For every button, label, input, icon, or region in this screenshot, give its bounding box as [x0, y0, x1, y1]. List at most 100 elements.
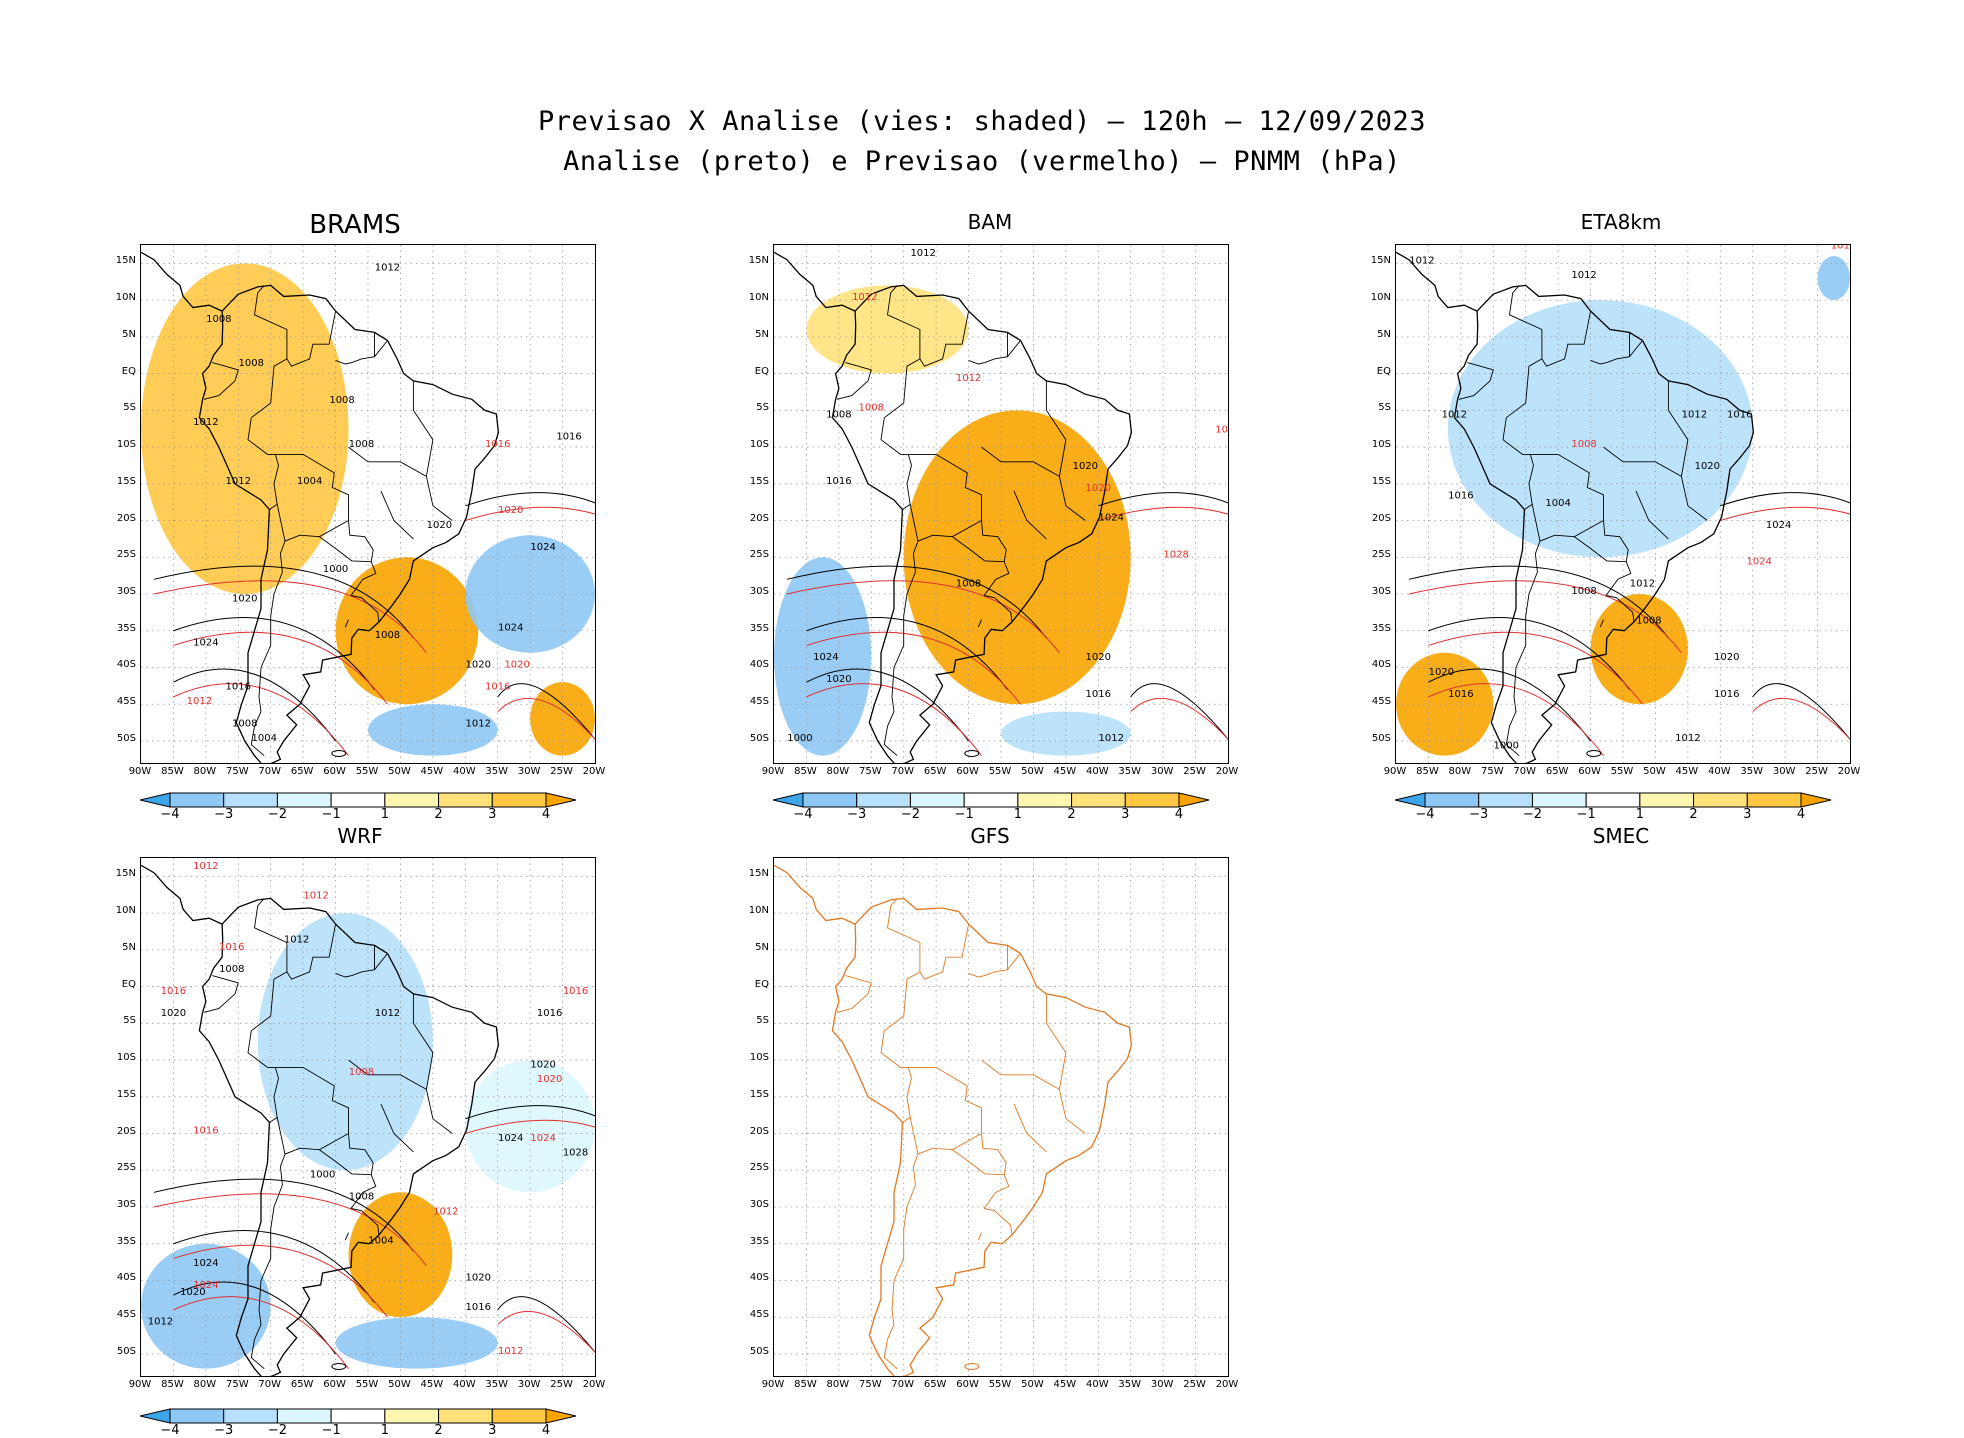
contour-label: 1016	[1448, 490, 1473, 501]
colorbar-segment	[491, 792, 547, 808]
colorbar-tick-label: 3	[1743, 807, 1752, 822]
y-tick-label: 50S	[749, 1345, 769, 1357]
x-tick-label: 85W	[794, 1379, 817, 1390]
contour-label: 1012	[375, 263, 400, 274]
x-tick-label: 45W	[420, 1379, 444, 1390]
contour-label: 1016	[1448, 689, 1473, 700]
colorbar-segment	[1071, 792, 1126, 808]
contour-label: 1012	[303, 890, 328, 901]
country-border	[880, 898, 921, 1068]
colorbar-segment	[276, 1408, 332, 1424]
forecast-isobar	[1752, 697, 1850, 741]
colorbar-tick-label: −2	[900, 807, 920, 822]
contour-label: 1020	[161, 1008, 186, 1019]
y-tick-label: EQ	[754, 978, 769, 990]
y-tick-label: 40S	[749, 1272, 769, 1284]
y-tick-label: 5N	[1377, 328, 1391, 340]
y-tick-label: 45S	[749, 1309, 769, 1321]
contour-label: 1016	[219, 942, 244, 953]
contour-label: 1024	[193, 637, 218, 648]
x-tick-label: 65W	[923, 766, 947, 777]
map-svg: 1012 1012 1008 1008 1012 1016 1016 1020 1020 1024…	[774, 245, 1228, 763]
country-border	[1590, 332, 1630, 365]
contour-label: 1012	[1682, 410, 1707, 421]
contour-label: 1020	[530, 1059, 555, 1070]
x-tick-label: 55W	[1610, 766, 1634, 777]
country-border	[335, 332, 375, 365]
contour-label: 1012	[1831, 245, 1850, 252]
y-tick-label: 25S	[1371, 549, 1391, 561]
contour-label: 1012	[852, 292, 877, 303]
colorbar-segment	[1017, 792, 1073, 808]
contour-label: 1020	[1714, 652, 1739, 663]
contour-label: 1024	[498, 1133, 523, 1144]
coastline	[198, 284, 500, 763]
forecast-isobar	[1428, 683, 1604, 756]
contour-label: 1008	[206, 314, 231, 325]
forecast-isobar	[1720, 506, 1850, 522]
y-tick-label: 5S	[123, 1015, 136, 1027]
x-tick-label: 80W	[826, 1379, 850, 1390]
map-svg: 1012 1012 1012 1012 1012 1016 1008 1016 1020 1024…	[1396, 245, 1850, 763]
contour-label: 1020	[427, 520, 452, 531]
country-border	[250, 1153, 286, 1370]
contour-label: 1020	[1073, 461, 1098, 472]
colorbar-tick-label: −2	[1522, 807, 1542, 822]
map-svg	[774, 858, 1228, 1376]
x-tick-label: 80W	[193, 1379, 217, 1390]
y-tick-label: 20S	[749, 512, 769, 524]
colorbar-arrow-left	[1395, 792, 1426, 808]
colorbar-arrow-right	[545, 1408, 577, 1424]
y-tick-label: 10S	[749, 1052, 769, 1064]
panel-title-bam: BAM	[967, 210, 1013, 234]
country-border	[380, 490, 414, 540]
y-tick-label: 30S	[749, 1199, 769, 1210]
x-tick-label: 70W	[258, 1379, 282, 1390]
colorbar-tick-label: 4	[1174, 807, 1184, 822]
contour-label: 1024	[530, 542, 555, 553]
contour-label: 1016	[1215, 424, 1228, 435]
contour-label: 1020	[1429, 667, 1454, 678]
contour-label: 1024	[530, 1133, 555, 1144]
x-tick-label: 60W	[956, 1379, 979, 1390]
colorbar-tick-label: 2	[1689, 807, 1698, 822]
contour-label: 1008	[329, 395, 354, 406]
country-border	[1574, 520, 1629, 563]
y-tick-label: EQ	[121, 978, 136, 990]
y-tick-label: 40S	[116, 659, 136, 671]
country-border	[902, 1067, 912, 1123]
colorbar-tick-label: 1	[380, 1423, 389, 1438]
x-tick-label: 60W	[323, 766, 346, 777]
x-tick-label: 20W	[1215, 766, 1239, 777]
x-tick-label: 75W	[1480, 766, 1504, 777]
contour-label: 1008	[375, 630, 400, 641]
colorbar-segment	[1585, 792, 1641, 808]
y-tick-label: 5S	[756, 1015, 769, 1027]
contour-label: 1012	[375, 1008, 400, 1019]
contour-label: 1008	[349, 1067, 374, 1078]
x-tick-label: 30W	[517, 766, 541, 777]
country-border	[984, 595, 1013, 622]
analysis-isobar	[786, 565, 1047, 639]
coastline	[831, 284, 1133, 763]
contour-label: 1012	[1099, 733, 1124, 744]
country-border	[275, 453, 349, 542]
country-border	[1605, 561, 1632, 596]
x-tick-label: 75W	[858, 766, 882, 777]
colorbar-tick-label: 3	[488, 807, 497, 822]
analysis-isobar	[806, 668, 969, 742]
x-tick-label: 50W	[388, 1379, 411, 1390]
y-tick-label: 15S	[116, 1088, 136, 1100]
x-tick-label: 40W	[1707, 766, 1731, 777]
x-tick-label: 75W	[225, 1379, 249, 1390]
country-border	[836, 975, 872, 1013]
colorbar-arrow-left	[773, 792, 804, 808]
x-tick-label: 25W	[550, 1379, 573, 1390]
colorbar-segment	[856, 792, 911, 808]
colorbar-tick-label: −3	[214, 807, 234, 822]
country-border	[286, 924, 337, 980]
coastline-central-america	[141, 864, 223, 925]
colorbar-segment	[491, 1408, 547, 1424]
analysis-isobar	[465, 492, 595, 507]
y-tick-label: 35S	[1371, 622, 1391, 634]
